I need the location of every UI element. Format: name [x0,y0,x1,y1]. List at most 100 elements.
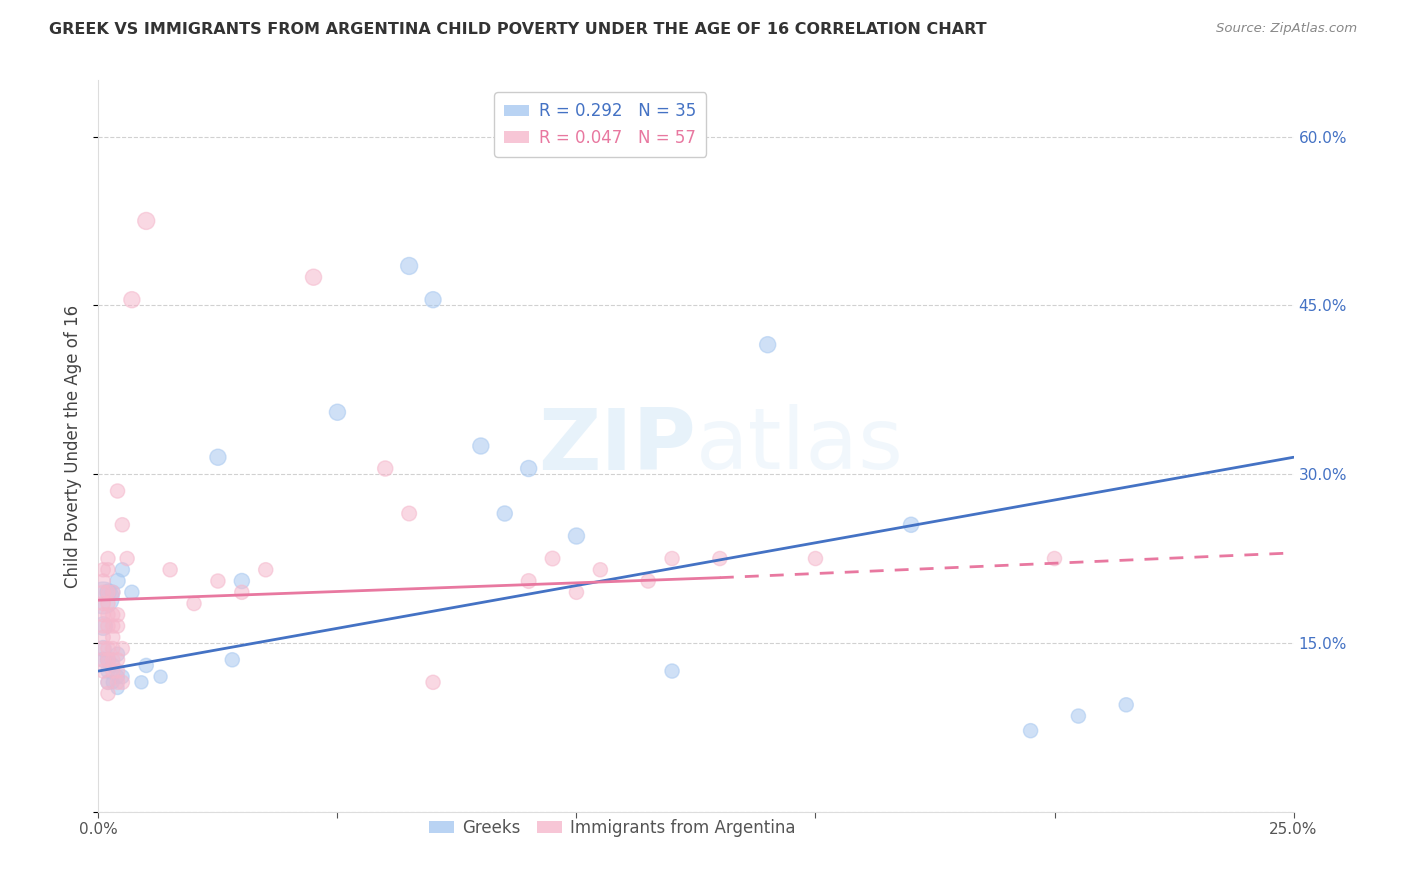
Point [101,585,124,599]
Point [91,619,114,633]
Point [91,619,114,633]
Point [398,507,420,521]
Point [135,658,157,673]
Point [183,597,205,611]
Point [565,585,588,599]
Point [900,517,922,532]
Point [207,574,229,588]
Point [101,653,124,667]
Point [231,585,253,599]
Point [107,675,129,690]
Point [517,574,540,588]
Text: Source: ZipAtlas.com: Source: ZipAtlas.com [1216,22,1357,36]
Point [101,664,124,678]
Point [91,563,114,577]
Point [97,607,120,622]
Point [111,641,134,656]
Point [115,551,138,566]
Point [804,551,827,566]
Point [91,591,114,605]
Legend: Greeks, Immigrants from Argentina: Greeks, Immigrants from Argentina [422,813,803,844]
Point [107,664,129,678]
Point [91,653,114,667]
Point [422,293,444,307]
Point [121,293,143,307]
Point [91,641,114,656]
Point [91,630,114,644]
Point [565,529,588,543]
Point [101,607,124,622]
Point [91,597,114,611]
Point [91,664,114,678]
Point [661,551,683,566]
Point [97,619,120,633]
Point [422,675,444,690]
Point [97,597,120,611]
Point [207,450,229,465]
Point [107,483,129,498]
Point [517,461,540,475]
Point [661,664,683,678]
Point [111,517,134,532]
Point [111,670,134,684]
Point [101,630,124,644]
Point [91,653,114,667]
Point [101,658,124,673]
Text: GREEK VS IMMIGRANTS FROM ARGENTINA CHILD POVERTY UNDER THE AGE OF 16 CORRELATION: GREEK VS IMMIGRANTS FROM ARGENTINA CHILD… [49,22,987,37]
Point [374,461,396,475]
Point [91,585,114,599]
Point [101,641,124,656]
Point [1019,723,1042,738]
Point [97,664,120,678]
Point [1115,698,1137,712]
Point [1067,709,1090,723]
Point [637,574,659,588]
Point [97,641,120,656]
Point [97,585,120,599]
Point [97,675,120,690]
Text: ZIP: ZIP [538,404,696,488]
Point [97,653,120,667]
Point [101,619,124,633]
Point [97,675,120,690]
Point [159,563,181,577]
Y-axis label: Child Poverty Under the Age of 16: Child Poverty Under the Age of 16 [65,304,83,588]
Point [589,563,612,577]
Text: atlas: atlas [696,404,904,488]
Point [107,653,129,667]
Point [149,670,172,684]
Point [107,619,129,633]
Point [756,337,779,351]
Point [107,670,129,684]
Point [97,687,120,701]
Point [91,607,114,622]
Point [131,675,153,690]
Point [91,574,114,588]
Point [97,563,120,577]
Point [97,653,120,667]
Point [709,551,731,566]
Point [107,574,129,588]
Point [231,574,253,588]
Point [107,607,129,622]
Point [121,585,143,599]
Point [1043,551,1066,566]
Point [101,675,124,690]
Point [135,214,157,228]
Point [111,675,134,690]
Point [326,405,349,419]
Point [541,551,564,566]
Point [97,585,120,599]
Point [107,647,129,661]
Point [111,563,134,577]
Point [101,585,124,599]
Point [398,259,420,273]
Point [91,641,114,656]
Point [470,439,492,453]
Point [107,681,129,695]
Point [221,653,243,667]
Point [97,551,120,566]
Point [302,270,325,285]
Point [254,563,277,577]
Point [494,507,516,521]
